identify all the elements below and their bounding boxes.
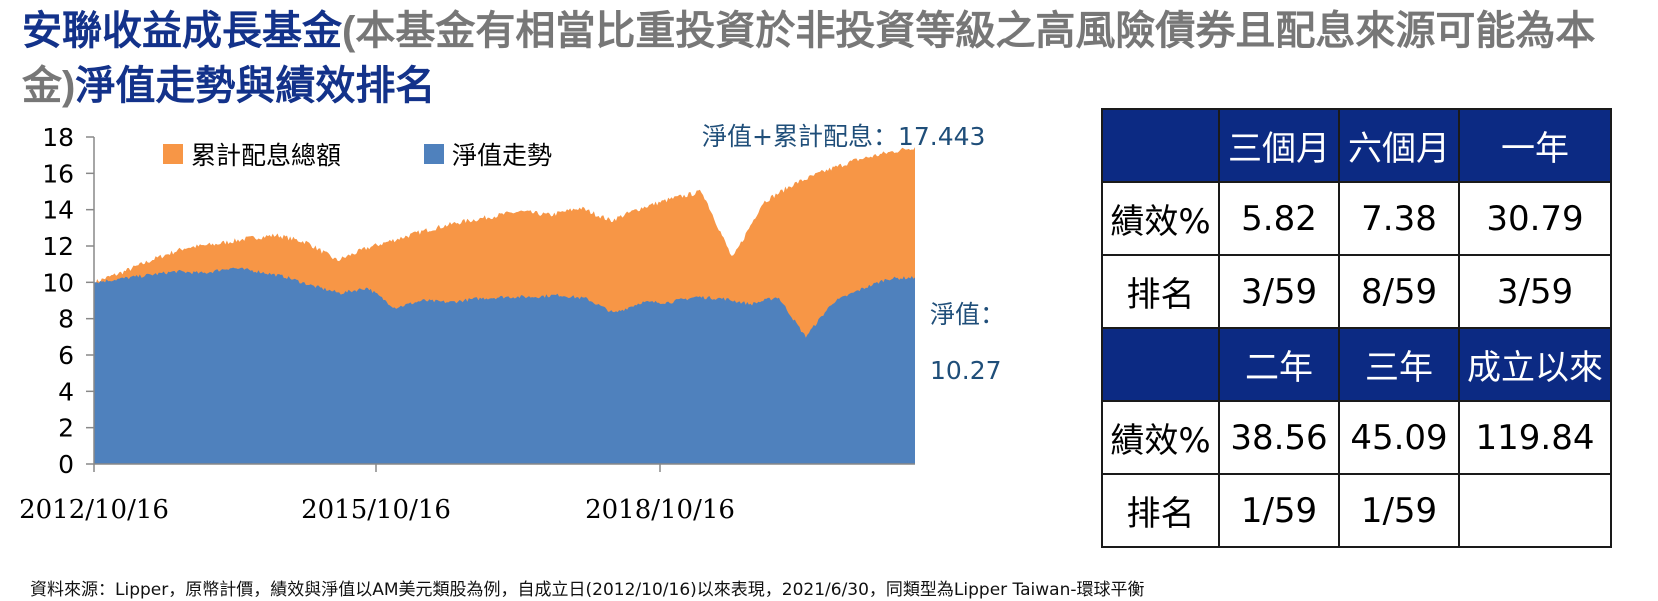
y-tick-label: 2: [58, 414, 74, 443]
table-row: 績效% 38.56 45.09 119.84: [1101, 400, 1612, 475]
y-tick-label: 8: [58, 305, 74, 334]
title-disclaimer: (本基金有相當比重投資於非投資等級之高風險債券且配息來源可能為本金): [22, 9, 1596, 108]
total-annotation-value: 17.443: [897, 122, 986, 151]
table-row: 績效% 5.82 7.38 30.79: [1101, 181, 1612, 256]
y-tick-label: 12: [42, 232, 74, 261]
nav-area: [94, 267, 915, 464]
table-cell: 7.38: [1338, 181, 1460, 256]
y-tick-label: 18: [42, 123, 74, 152]
nav-area-chart: 0 2 4 6 8 10 12 14 16 18 2012/10/16 2015/10/16 2018…: [19, 123, 915, 525]
title-fund-name: 安聯收益成長基金: [22, 9, 342, 53]
y-tick-label: 10: [42, 268, 74, 297]
footnote-source: 資料來源：Lipper，原幣計價，績效與淨值以AM美元類股為例，自成立日(201…: [30, 580, 1145, 600]
table-cell: 38.56: [1218, 400, 1340, 475]
y-tick-label: 14: [42, 196, 74, 225]
table-cell: [1458, 473, 1612, 548]
nav-annotation-value: 10.27: [930, 356, 1002, 385]
table-cell: 119.84: [1458, 400, 1612, 475]
row-label: 績效%: [1101, 181, 1220, 256]
legend-swatch: [163, 144, 183, 164]
row-label: 排名: [1101, 473, 1220, 548]
table-row: 三個月 六個月 一年: [1101, 108, 1612, 183]
table-cell: 30.79: [1458, 181, 1612, 256]
x-tick-label: 2018/10/16: [585, 495, 735, 525]
y-tick-label: 0: [58, 450, 74, 479]
title-subject: 淨值走勢與績效排名: [75, 64, 436, 108]
table-cell: 1/59: [1338, 473, 1460, 548]
table-cell: 3/59: [1458, 254, 1612, 329]
page-title: 安聯收益成長基金(本基金有相當比重投資於非投資等級之高風險債券且配息來源可能為本…: [22, 4, 1622, 114]
table-header-empty: [1101, 108, 1220, 183]
row-label: 績效%: [1101, 400, 1220, 475]
table-header: 一年: [1458, 108, 1612, 183]
y-tick-label: 4: [58, 377, 74, 406]
nav-annotation-label: 淨值：: [930, 300, 1006, 329]
table-cell: 1/59: [1218, 473, 1340, 548]
table-header: 三年: [1338, 327, 1460, 402]
table-row: 排名 3/59 8/59 3/59: [1101, 254, 1612, 329]
table-row: 排名 1/59 1/59: [1101, 473, 1612, 548]
legend-label: 累計配息總額: [191, 141, 341, 170]
legend-swatch: [424, 144, 444, 164]
table-row: 二年 三年 成立以來: [1101, 327, 1612, 402]
table-cell: 5.82: [1218, 181, 1340, 256]
row-label: 排名: [1101, 254, 1220, 329]
legend-label: 淨值走勢: [452, 141, 552, 170]
y-tick-label: 16: [42, 159, 74, 188]
x-tick-label: 2012/10/16: [19, 495, 169, 525]
table-cell: 3/59: [1218, 254, 1340, 329]
total-annotation: 淨值+累計配息：17.443: [702, 117, 985, 153]
table-header: 三個月: [1218, 108, 1340, 183]
performance-table: 三個月 六個月 一年 績效% 5.82 7.38 30.79 排名 3/59 8…: [1101, 108, 1612, 548]
table-header: 六個月: [1338, 108, 1460, 183]
table-header: 成立以來: [1458, 327, 1612, 402]
y-tick-label: 6: [58, 341, 74, 370]
table-cell: 45.09: [1338, 400, 1460, 475]
total-annotation-label: 淨值+累計配息：: [702, 122, 898, 151]
x-tick-label: 2015/10/16: [301, 495, 451, 525]
table-cell: 8/59: [1338, 254, 1460, 329]
chart-legend: 累計配息總額 淨值走勢: [163, 141, 552, 170]
table-header: 二年: [1218, 327, 1340, 402]
table-header-empty: [1101, 327, 1220, 402]
